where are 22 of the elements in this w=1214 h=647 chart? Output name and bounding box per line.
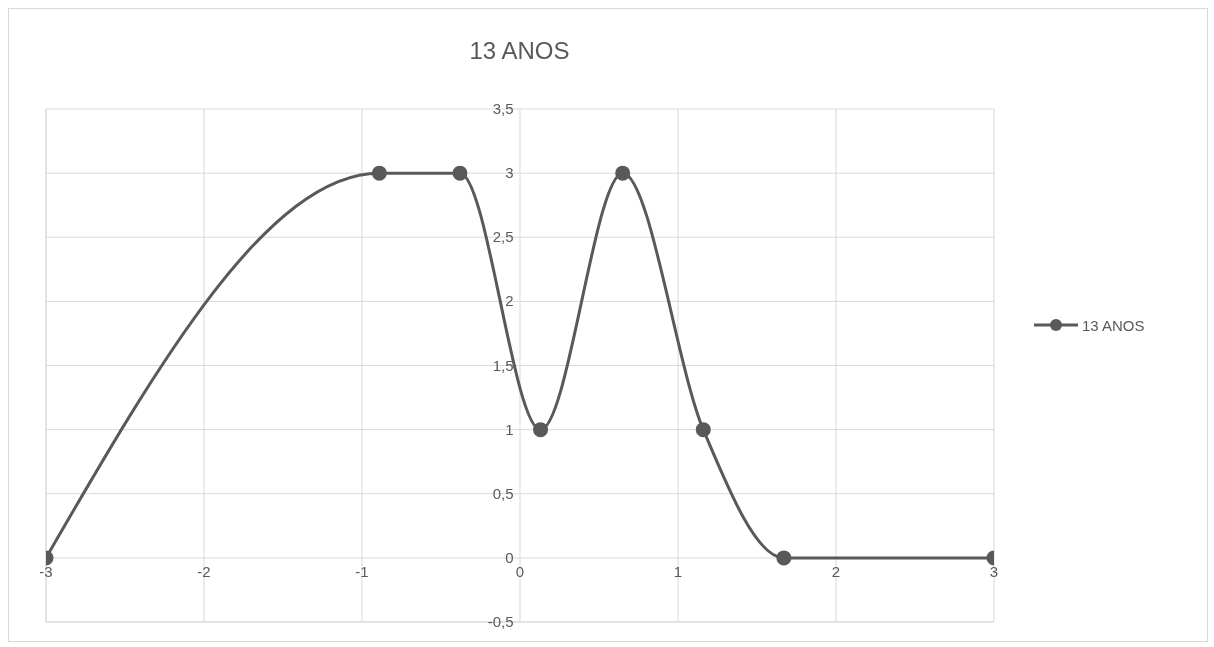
y-tick-label: 3,5: [492, 100, 514, 117]
y-tick-label: 2,5: [492, 228, 514, 246]
point: [776, 550, 792, 566]
point: [695, 422, 711, 438]
point: [615, 165, 631, 181]
x-tick-label: 3: [989, 562, 999, 580]
x-tick-label: -2: [197, 562, 211, 580]
y-tick-label: 3: [505, 164, 514, 182]
x-tick-label: -3: [39, 562, 53, 580]
point: [452, 165, 468, 181]
y-tick-label: -0,5: [487, 613, 514, 630]
legend-label: 13 ANOS: [1082, 316, 1145, 334]
y-tick-label: 2: [505, 292, 514, 310]
x-tick-label: 2: [831, 562, 841, 580]
x-tick-label: 1: [673, 562, 683, 580]
x-tick-label: -1: [355, 562, 369, 580]
y-tick-label: 1,5: [492, 356, 514, 374]
chart-title: 13 ANOS: [468, 37, 571, 65]
point: [533, 422, 549, 438]
y-tick-label: 0,5: [492, 484, 514, 502]
y-tick-label: 0: [505, 548, 514, 566]
y-tick-label: 1: [505, 420, 514, 438]
